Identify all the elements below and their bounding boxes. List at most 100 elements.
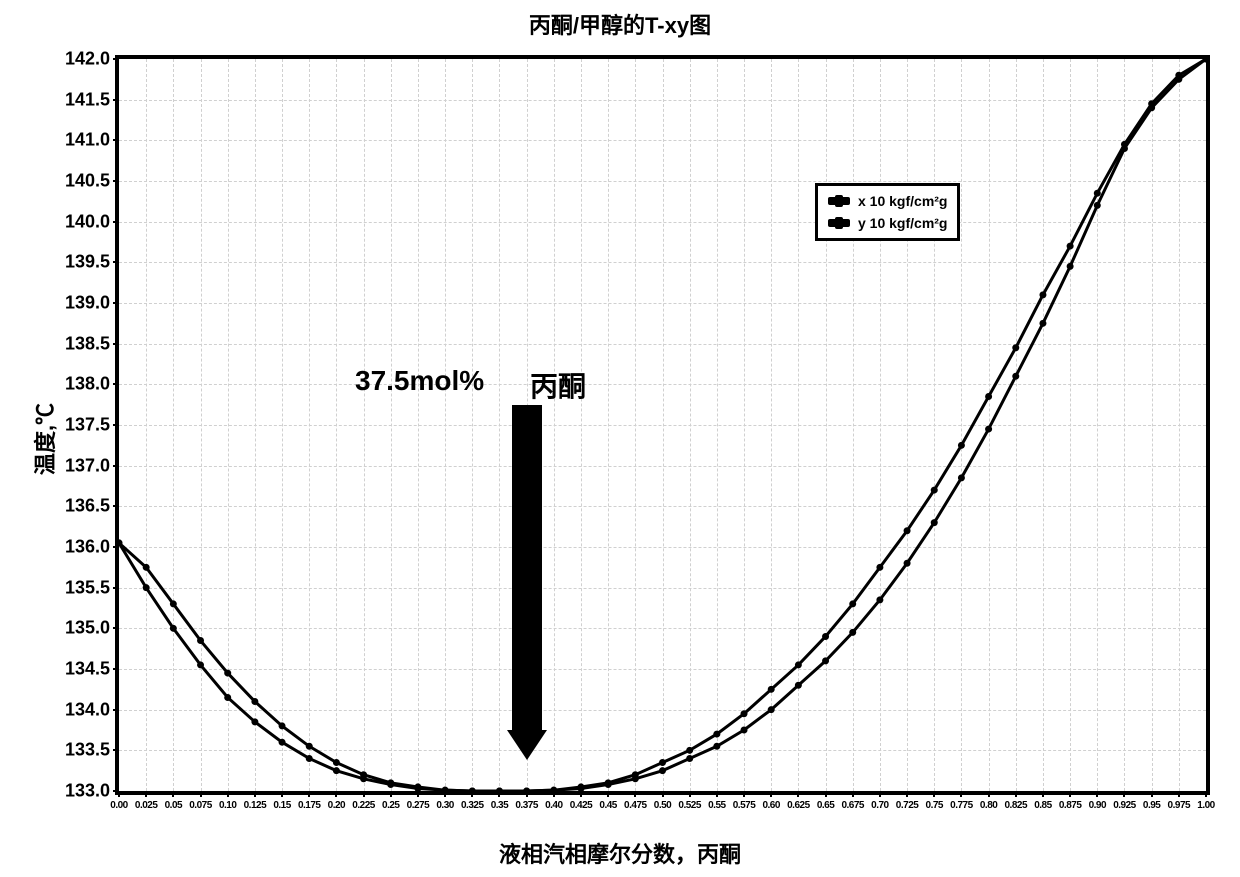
x-tick: 0.225 [352,800,375,811]
series-marker [523,788,530,795]
y-tick: 141.0 [65,130,110,151]
series-marker [849,629,856,636]
x-tick: 0.65 [817,800,834,811]
x-tick: 0.375 [515,800,538,811]
x-tick: 0.10 [219,800,236,811]
series-marker [333,759,340,766]
series-marker [659,759,666,766]
series-marker [197,661,204,668]
series-marker [958,474,965,481]
x-tick: 0.85 [1034,800,1051,811]
y-tick: 137.0 [65,455,110,476]
legend-swatch-icon [828,197,850,205]
series-line [119,59,1206,791]
legend-label-x: x 10 kgf/cm²g [858,193,947,209]
x-tick: 0.975 [1168,800,1191,811]
series-marker [822,633,829,640]
series-marker [387,781,394,788]
series-marker [360,775,367,782]
series-marker [741,710,748,717]
series-marker [876,596,883,603]
curves-svg [119,59,1206,791]
series-marker [1012,344,1019,351]
x-tick: 0.25 [382,800,399,811]
series-marker [442,787,449,794]
legend: x 10 kgf/cm²g y 10 kgf/cm²g [815,183,960,241]
series-marker [904,527,911,534]
series-marker [713,731,720,738]
x-tick: 0.35 [491,800,508,811]
series-marker [985,426,992,433]
x-tick: 0.125 [244,800,267,811]
annotation-arrow-head-icon [507,730,547,760]
series-marker [768,706,775,713]
x-tick: 0.70 [871,800,888,811]
series-line [119,59,1206,791]
x-tick: 0.075 [189,800,212,811]
x-tick: 0.20 [328,800,345,811]
x-tick: 0.925 [1113,800,1136,811]
y-tick: 138.0 [65,374,110,395]
annotation-molpct: 37.5mol% [355,365,484,397]
series-marker [1067,263,1074,270]
series-marker [713,743,720,750]
x-tick: 0.90 [1089,800,1106,811]
y-tick: 138.5 [65,333,110,354]
series-marker [931,487,938,494]
x-tick: 0.40 [545,800,562,811]
x-tick: 0.50 [654,800,671,811]
y-tick: 137.5 [65,415,110,436]
series-marker [741,727,748,734]
series-marker [306,743,313,750]
series-marker [985,393,992,400]
chart-title: 丙酮/甲醇的T-xy图 [529,8,711,40]
series-marker [686,747,693,754]
x-tick: 0.30 [436,800,453,811]
series-marker [1067,243,1074,250]
y-tick: 139.5 [65,252,110,273]
x-tick: 0.15 [273,800,290,811]
x-tick: 0.425 [570,800,593,811]
series-marker [1094,202,1101,209]
x-tick: 0.675 [841,800,864,811]
y-tick: 135.0 [65,618,110,639]
series-marker [1094,190,1101,197]
series-marker [958,442,965,449]
x-tick: 0.95 [1143,800,1160,811]
x-tick: 0.875 [1059,800,1082,811]
series-marker [659,767,666,774]
x-tick: 0.575 [733,800,756,811]
series-marker [306,755,313,762]
series-marker [822,657,829,664]
annotation-species: 丙酮 [530,365,586,405]
x-axis-label: 液相汽相摩尔分数，丙酮 [499,837,741,869]
x-tick: 0.325 [461,800,484,811]
series-marker [469,788,476,795]
x-tick: 0.55 [708,800,725,811]
series-marker [931,519,938,526]
y-tick: 133.5 [65,740,110,761]
legend-item-y: y 10 kgf/cm²g [828,212,947,234]
legend-item-x: x 10 kgf/cm²g [828,190,947,212]
series-marker [550,787,557,794]
series-marker [1039,291,1046,298]
series-marker [795,661,802,668]
legend-label-y: y 10 kgf/cm²g [858,215,947,231]
series-marker [143,564,150,571]
x-tick: 0.825 [1005,800,1028,811]
series-marker [496,788,503,795]
y-tick: 139.0 [65,293,110,314]
series-marker [1121,145,1128,152]
y-tick: 136.0 [65,537,110,558]
series-marker [1203,56,1210,63]
x-tick: 0.475 [624,800,647,811]
series-marker [1012,373,1019,380]
txy-chart: 丙酮/甲醇的T-xy图 温度,℃ 液相汽相摩尔分数，丙酮 133.0133.51… [0,0,1240,877]
x-tick: 1.00 [1197,800,1214,811]
y-tick: 136.5 [65,496,110,517]
series-marker [170,600,177,607]
series-marker [170,625,177,632]
series-marker [224,670,231,677]
annotation-arrow-shaft [512,405,542,732]
series-marker [1039,320,1046,327]
